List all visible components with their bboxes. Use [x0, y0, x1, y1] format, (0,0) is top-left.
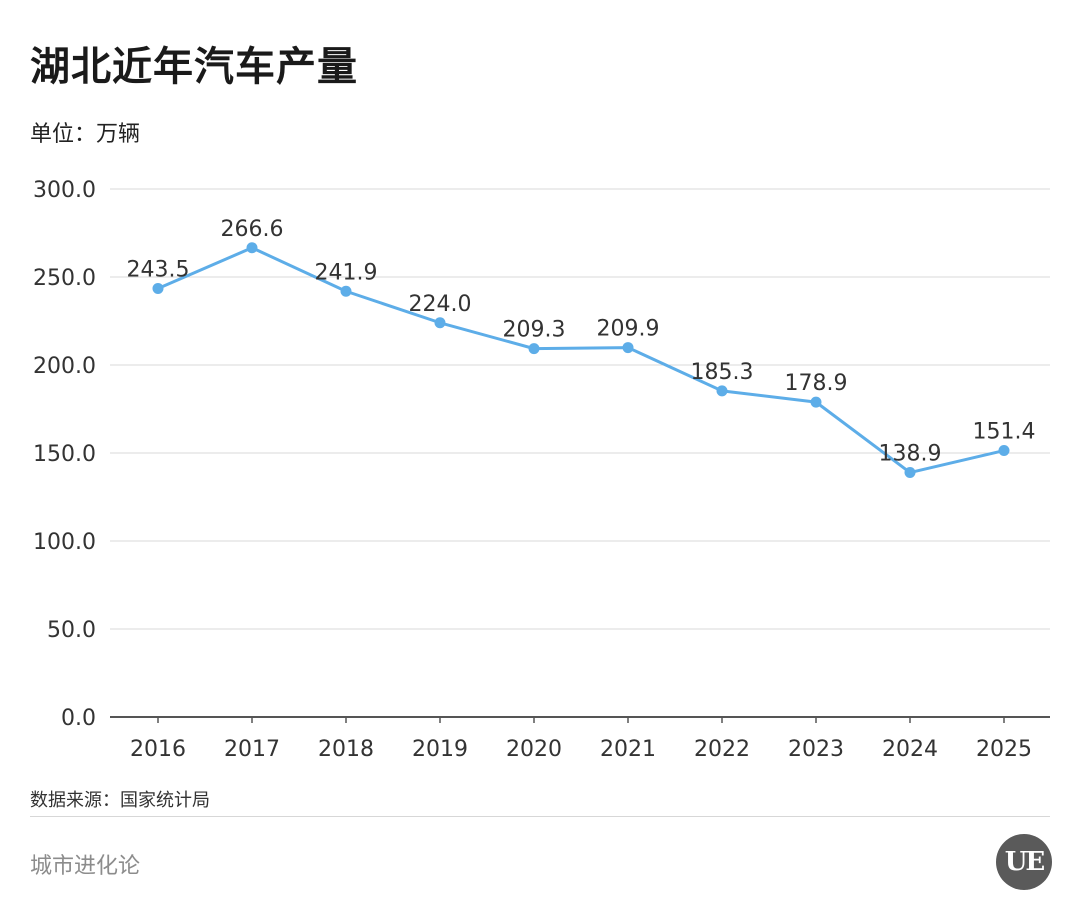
data-point — [434, 317, 446, 329]
data-label: 138.9 — [879, 442, 942, 467]
gridlines — [110, 188, 1050, 630]
data-label: 151.4 — [973, 420, 1036, 445]
chart-title: 湖北近年汽车产量 — [30, 44, 358, 90]
data-labels: 243.5 266.6 241.9 224.0 209.3 209.9 185.3 178.9… — [127, 217, 1036, 467]
data-label: 243.5 — [127, 257, 190, 282]
data-point — [152, 282, 164, 294]
x-tick-label: 2017 — [224, 737, 280, 762]
series-line-path — [156, 246, 1006, 475]
x-tick-label: 2024 — [882, 737, 938, 762]
y-tick-label: 100.0 — [33, 530, 96, 555]
data-points — [152, 242, 1010, 479]
x-tick-label: 2025 — [976, 737, 1032, 762]
data-label: 209.9 — [597, 317, 660, 342]
data-label: 266.6 — [221, 217, 284, 242]
data-point — [810, 396, 822, 408]
data-point — [622, 342, 634, 354]
y-tick-label: 150.0 — [33, 442, 96, 467]
x-tick-label: 2019 — [412, 737, 468, 762]
data-source: 数据来源：国家统计局 — [30, 790, 210, 811]
y-tick-label: 50.0 — [47, 618, 96, 643]
data-label: 241.9 — [315, 260, 378, 285]
data-point — [340, 285, 352, 297]
x-axis-tick-labels: 2016 2017 2018 2019 2020 2021 2022 2023 2024 2025 — [130, 737, 1032, 762]
y-tick-label: 300.0 — [33, 178, 96, 203]
x-tick-label: 2018 — [318, 737, 374, 762]
data-point — [716, 385, 728, 397]
y-tick-label: 0.0 — [61, 706, 96, 731]
series-line — [156, 246, 1006, 475]
data-label: 224.0 — [409, 292, 472, 317]
unit-label: 单位：万辆 — [30, 122, 141, 147]
footer-divider — [30, 816, 1050, 817]
data-point — [246, 242, 258, 254]
brand-logo: UE — [996, 834, 1052, 890]
y-axis-tick-labels: 0.0 50.0 100.0 150.0 200.0 250.0 300.0 — [33, 178, 96, 731]
data-point — [904, 467, 916, 479]
x-tick-label: 2023 — [788, 737, 844, 762]
data-point — [528, 343, 540, 355]
y-tick-label: 200.0 — [33, 354, 96, 379]
data-label: 178.9 — [785, 371, 848, 396]
brand-name: 城市进化论 — [30, 854, 141, 879]
data-label: 209.3 — [503, 318, 566, 343]
x-tick-label: 2021 — [600, 737, 656, 762]
x-tick-label: 2016 — [130, 737, 186, 762]
x-tick-label: 2022 — [694, 737, 750, 762]
data-point — [998, 445, 1010, 457]
y-tick-label: 250.0 — [33, 266, 96, 291]
x-axis — [110, 716, 1050, 723]
x-tick-label: 2020 — [506, 737, 562, 762]
data-label: 185.3 — [691, 360, 754, 385]
